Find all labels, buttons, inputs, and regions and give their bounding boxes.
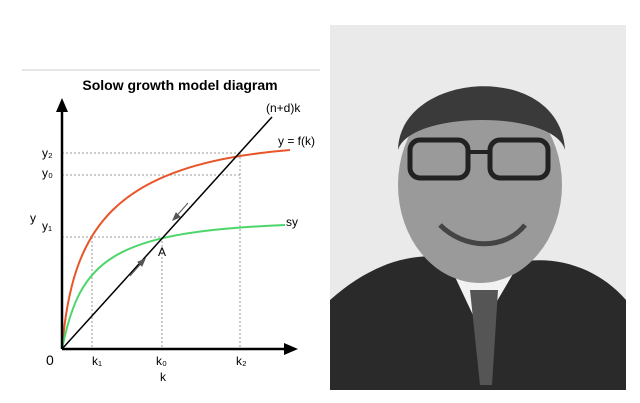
line-label: (n+d)k — [266, 101, 301, 115]
x-arrow — [284, 343, 298, 355]
point-label: A — [158, 245, 166, 259]
output-label: y = f(k) — [278, 134, 315, 148]
axes — [60, 108, 288, 351]
investment-line — [61, 116, 273, 350]
direction-arrows — [129, 202, 189, 277]
x-tick-label: k₂ — [236, 354, 247, 368]
y-tick-label: y₁ — [42, 219, 52, 233]
y-tick-label: y₂ — [42, 146, 53, 160]
portrait-photo — [330, 25, 626, 390]
x-axis-label: k — [160, 370, 167, 384]
y-axis-label: y — [30, 211, 36, 225]
diagram-title: Solow growth model diagram — [82, 77, 277, 93]
x-tick-label: k₁ — [92, 354, 102, 368]
y-arrow — [56, 98, 68, 112]
origin-label: 0 — [46, 352, 54, 368]
x-tick-label: k₀ — [156, 354, 167, 368]
y-tick-label: y₀ — [42, 166, 53, 180]
savings-curve — [61, 224, 286, 350]
guides — [62, 152, 241, 349]
output-curve — [61, 149, 291, 350]
savings-label: sy — [286, 215, 298, 229]
